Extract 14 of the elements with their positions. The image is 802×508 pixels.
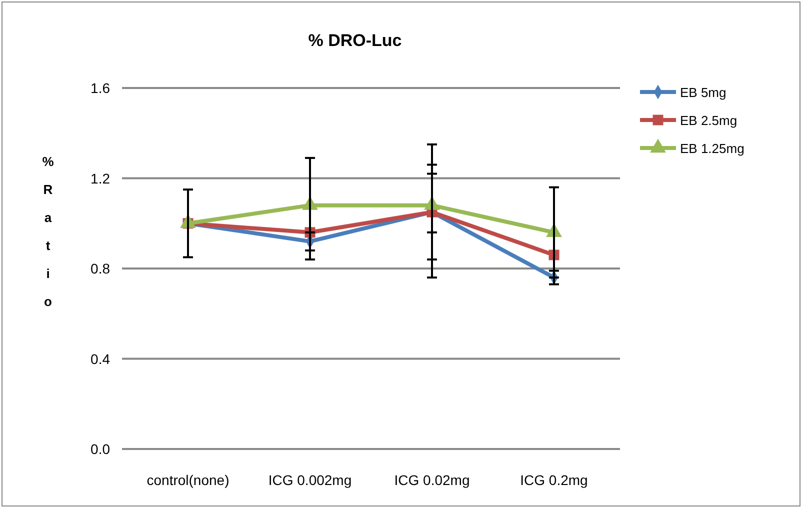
y-tick-label: 0.8 [90, 260, 110, 276]
x-tick-label: ICG 0.02mg [394, 472, 470, 488]
legend-label: EB 2.5mg [680, 113, 738, 128]
y-tick-label: 0.4 [90, 350, 110, 367]
y-tick-label: 1.2 [90, 170, 110, 186]
y-tick-label: 0.0 [90, 441, 110, 457]
y-tick-label: 1.6 [90, 80, 110, 96]
y-axis-title: % Ratio [42, 154, 54, 309]
x-tick-label: ICG 0.002mg [268, 472, 352, 488]
x-tick-label: ICG 0.2mg [520, 472, 588, 488]
legend-label: EB 5mg [680, 85, 726, 100]
legend-label: EB 1.25mg [680, 141, 744, 156]
x-tick-label: control(none) [146, 472, 230, 488]
chart-title: % DRO-Luc [308, 31, 402, 50]
